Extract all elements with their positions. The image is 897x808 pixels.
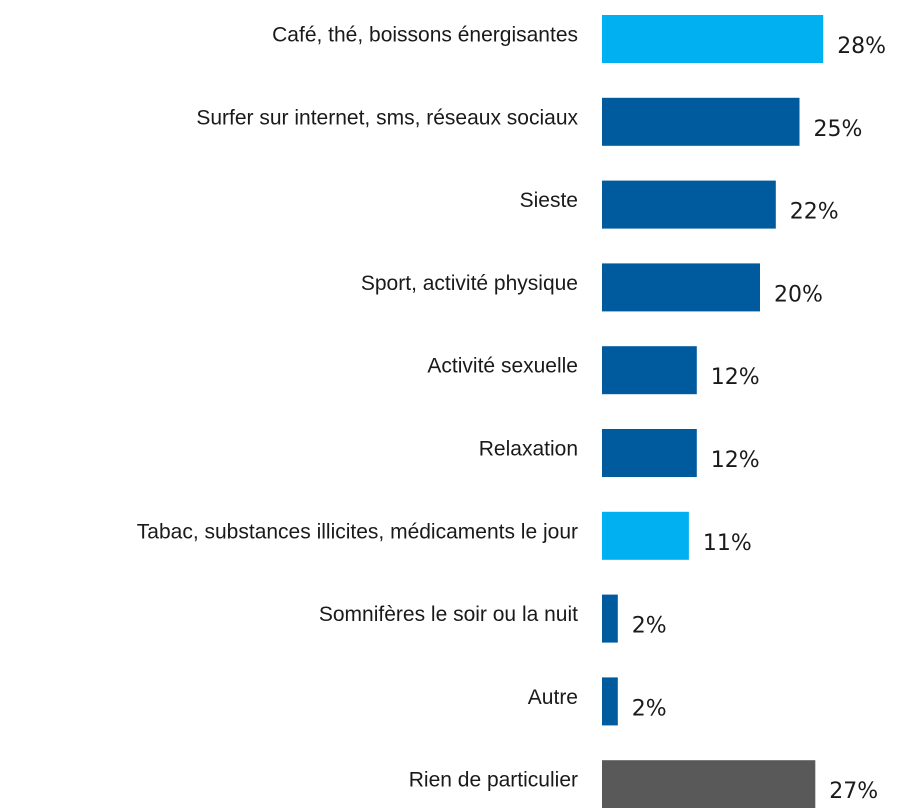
category-label: Autre	[528, 686, 578, 709]
category-label: Sieste	[520, 189, 578, 212]
category-label: Activité sexuelle	[427, 355, 578, 378]
bar	[602, 346, 697, 395]
bar	[602, 760, 816, 808]
category-label: Sport, activité physique	[361, 272, 578, 295]
value-label: 2%	[632, 696, 667, 721]
value-label: 12%	[711, 448, 760, 473]
value-label: 27%	[829, 779, 878, 804]
bar	[602, 677, 618, 726]
bar	[602, 263, 760, 312]
value-label: 28%	[837, 34, 886, 59]
category-label: Café, thé, boissons énergisantes	[272, 24, 578, 47]
bar	[602, 15, 824, 63]
value-label: 12%	[711, 365, 760, 390]
bar	[602, 180, 776, 229]
bar	[602, 511, 689, 560]
category-label: Relaxation	[479, 438, 578, 461]
value-label: 22%	[790, 200, 839, 225]
value-label: 20%	[774, 282, 823, 307]
category-label: Rien de particulier	[409, 769, 578, 792]
value-label: 11%	[703, 531, 752, 556]
bar	[602, 97, 800, 146]
value-label: 25%	[814, 117, 863, 142]
bar	[602, 429, 697, 477]
category-label: Surfer sur internet, sms, réseaux sociau…	[196, 106, 578, 129]
bar	[602, 594, 618, 643]
category-label: Tabac, substances illicites, médicaments…	[137, 520, 578, 543]
value-label: 2%	[632, 614, 667, 639]
category-label: Somnifères le soir ou la nuit	[319, 603, 578, 626]
